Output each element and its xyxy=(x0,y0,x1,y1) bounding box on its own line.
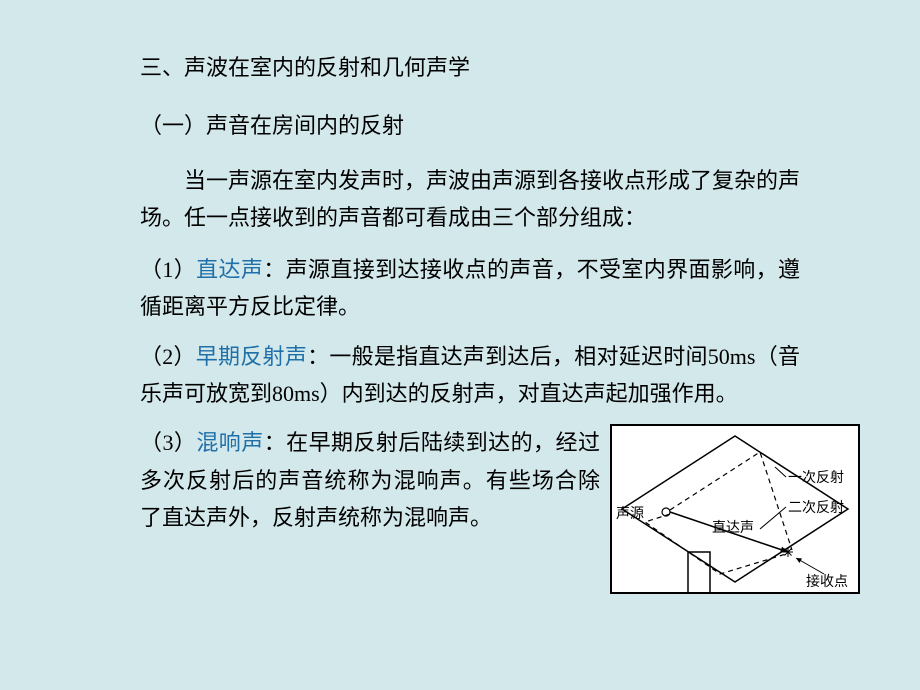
item-1-term: 直达声 xyxy=(196,257,263,282)
item-2: （2）早期反射声：一般是指直达声到达后，相对延迟时间50ms（音乐声可放宽到80… xyxy=(140,338,800,413)
item-3-term: 混响声 xyxy=(196,430,263,455)
item-3: （3）混响声：在早期反射后陆续到达的，经过多次反射后的声音统称为混响声。有些场合… xyxy=(140,424,610,536)
section-title: 三、声波在室内的反射和几何声学 xyxy=(140,50,800,82)
svg-text:直达声: 直达声 xyxy=(712,519,754,536)
item-2-term: 早期反射声 xyxy=(196,344,307,369)
slide-page: 三、声波在室内的反射和几何声学 （一）声音在房间内的反射 当一声源在室内发声时，… xyxy=(0,0,920,690)
item-2-prefix: （2） xyxy=(140,344,196,369)
svg-text:接收点: 接收点 xyxy=(806,573,848,590)
svg-text:一次反射: 一次反射 xyxy=(788,470,844,486)
subsection-title: （一）声音在房间内的反射 xyxy=(140,108,800,140)
item-3-prefix: （3） xyxy=(140,430,196,455)
item-3-row: （3）混响声：在早期反射后陆续到达的，经过多次反射后的声音统称为混响声。有些场合… xyxy=(140,424,800,594)
intro-paragraph: 当一声源在室内发声时，声波由声源到各接收点形成了复杂的声场。任一点接收到的声音都… xyxy=(140,162,800,237)
svg-text:声源: 声源 xyxy=(616,506,644,522)
reflection-diagram: 直达声 一次反射二次反射 声源接收点 xyxy=(610,424,860,594)
item-1-prefix: （1） xyxy=(140,257,196,282)
svg-text:二次反射: 二次反射 xyxy=(788,500,844,516)
item-1: （1）直达声：声源直接到达接收点的声音，不受室内界面影响，遵循距离平方反比定律。 xyxy=(140,251,800,326)
